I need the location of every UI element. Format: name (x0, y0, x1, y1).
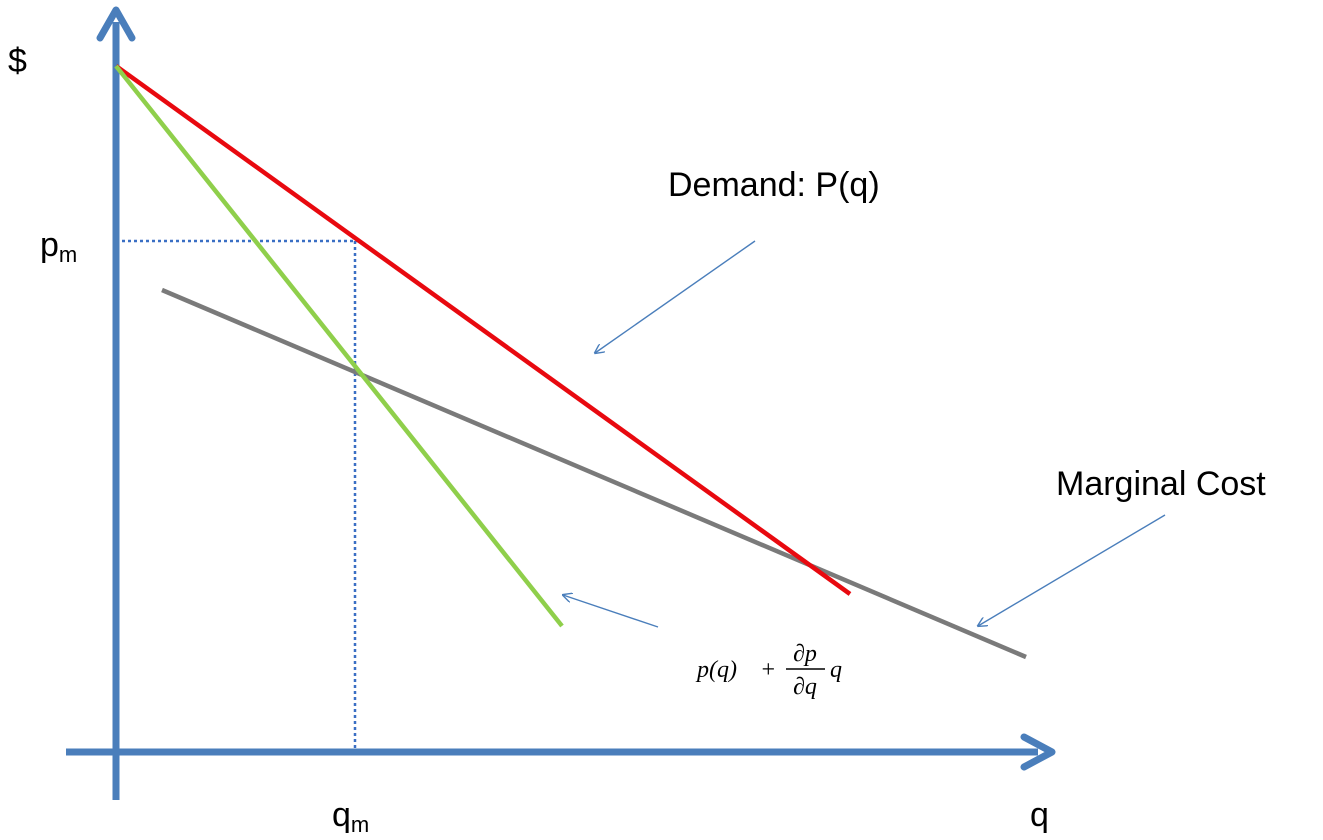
formula-tail: q (830, 657, 842, 683)
formula-plus: + (760, 657, 776, 683)
x-axis-label: q (1030, 796, 1049, 834)
quantity-monopoly-subscript: m (351, 812, 369, 837)
quantity-monopoly-main: q (332, 796, 351, 834)
formula-lhs: p(q) (695, 657, 737, 683)
formula-numerator: ∂p (793, 641, 817, 667)
marginal-revenue-line (114, 64, 564, 628)
x-axis-arrowhead (1020, 733, 1056, 771)
marginal-revenue-pointer-arrow (563, 595, 659, 628)
demand-line (114, 64, 852, 596)
price-monopoly-main: p (40, 226, 59, 264)
price-monopoly-label: pm (40, 226, 77, 267)
marginal-cost-line (161, 287, 1027, 660)
price-monopoly-subscript: m (59, 242, 77, 267)
y-axis-label: $ (8, 42, 27, 80)
marginal-cost-label: Marginal Cost (1056, 465, 1266, 503)
quantity-monopoly-label: qm (332, 796, 369, 837)
marginal-revenue-formula: p(q) + ∂p ∂q q (695, 641, 842, 700)
demand-label: Demand: P(q) (668, 166, 880, 204)
demand-pointer-arrow (595, 240, 756, 353)
y-axis-arrowhead (96, 6, 136, 42)
formula-denominator: ∂q (793, 674, 817, 700)
marginal-cost-pointer-arrow (978, 514, 1166, 626)
